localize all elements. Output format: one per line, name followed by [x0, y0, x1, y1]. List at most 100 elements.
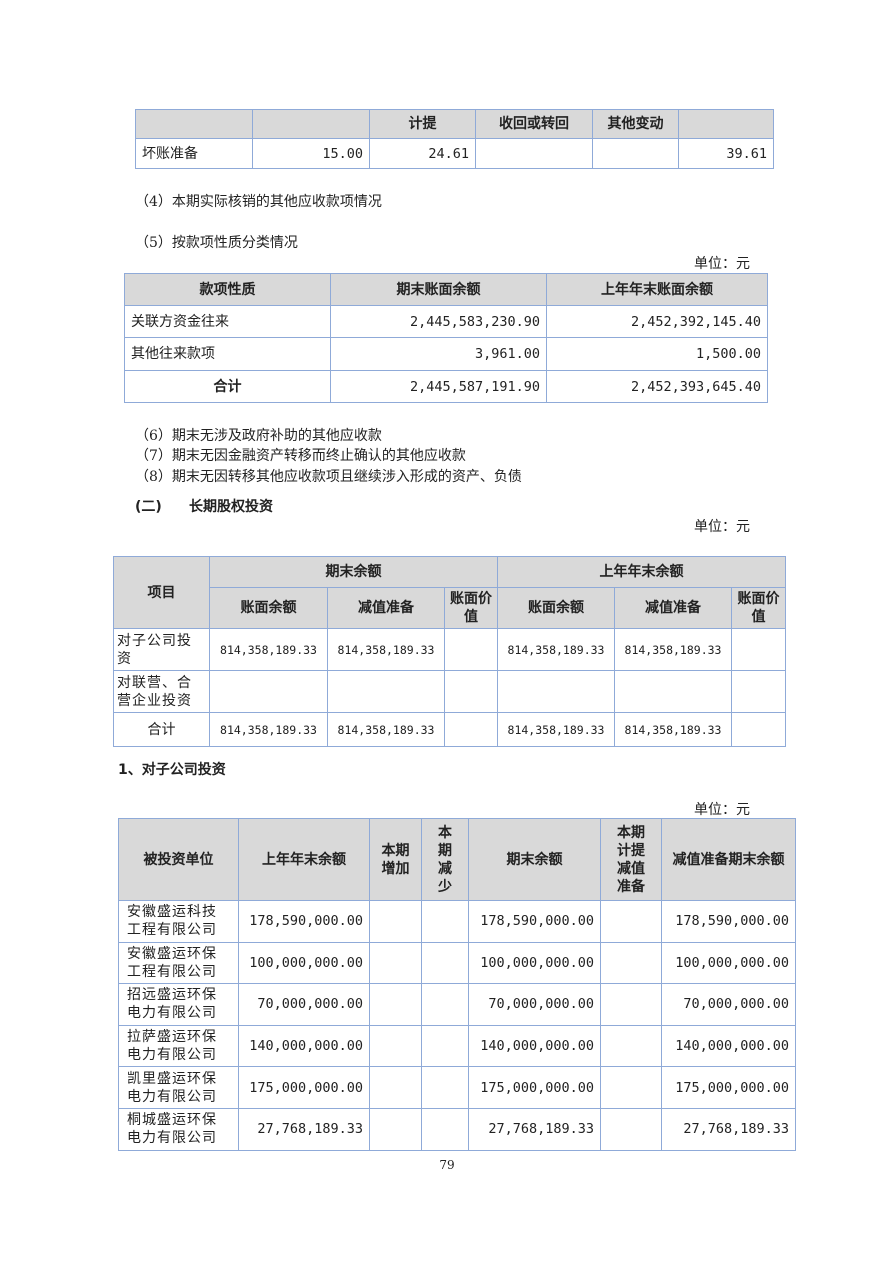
cell: 24.61	[369, 138, 476, 169]
cell	[369, 983, 422, 1026]
cell: 合计	[113, 712, 210, 747]
header-cell: 款项性质	[124, 273, 331, 306]
cell	[730, 628, 787, 671]
cell	[369, 1066, 422, 1109]
cell	[369, 941, 422, 985]
cell: 拉萨盛运环保电力有限公司	[118, 1024, 239, 1068]
table-row: 凯里盛运环保电力有限公司 175,000,000.00 175,000,000.00…	[118, 1066, 796, 1109]
cell: 70,000,000.00	[468, 983, 601, 1026]
cell: 2,445,583,230.90	[330, 305, 547, 338]
unit-label: 单位：元	[694, 519, 750, 535]
cell: 27,768,189.33	[238, 1107, 370, 1151]
header-cell: 本期减少	[421, 818, 469, 901]
section-title: 1、对子公司投资	[118, 762, 226, 778]
cell: 招远盛运环保电力有限公司	[118, 983, 239, 1026]
section-title: 长期股权投资	[189, 499, 273, 515]
section-heading: （4）本期实际核销的其他应收款项情况	[135, 194, 382, 210]
cell: 140,000,000.00	[468, 1024, 601, 1068]
cell: 814,358,189.33	[497, 628, 615, 671]
cell: 814,358,189.33	[614, 628, 732, 671]
cell: 2,452,393,645.40	[546, 370, 768, 403]
section-heading: （5）按款项性质分类情况	[135, 235, 298, 251]
header-cell: 其他变动	[592, 109, 679, 139]
header-cell	[252, 109, 370, 139]
cell	[369, 1107, 422, 1151]
cell: 39.61	[678, 138, 774, 169]
cell: 178,590,000.00	[661, 900, 796, 943]
table-row: 对子公司投资 814,358,189.33 814,358,189.33 814…	[113, 628, 787, 671]
header-cell: 期末余额	[209, 556, 498, 588]
header-cell: 减值准备	[614, 587, 732, 629]
cell: 175,000,000.00	[661, 1066, 796, 1109]
header-cell: 上年年末余额	[496, 556, 787, 588]
header-cell: 计提	[369, 109, 476, 139]
cell: 814,358,189.33	[614, 712, 732, 747]
table-row: 对联营、合营企业投资	[113, 670, 787, 713]
cell: 其他往来款项	[124, 337, 331, 371]
cell: 15.00	[252, 138, 370, 169]
cell: 桐城盛运环保电力有限公司	[118, 1107, 239, 1151]
table-row: 安徽盛运科技工程有限公司 178,590,000.00 178,590,000.00…	[118, 900, 796, 943]
cell: 安徽盛运环保工程有限公司	[118, 941, 239, 985]
cell: 175,000,000.00	[238, 1066, 370, 1109]
table-row: 安徽盛运环保工程有限公司 100,000,000.00 100,000,000.00…	[118, 941, 796, 985]
header-cell: 本期增加	[369, 818, 422, 901]
header-cell: 期末账面余额	[330, 273, 547, 306]
cell	[421, 1066, 469, 1109]
header-cell: 账面价值	[444, 587, 498, 629]
header-cell: 本期计提减值准备	[600, 818, 662, 901]
table-row: 坏账准备 15.00 24.61 39.61	[135, 138, 774, 169]
header-cell: 账面余额	[209, 587, 328, 629]
cell: 178,590,000.00	[238, 900, 370, 943]
cell: 140,000,000.00	[238, 1024, 370, 1068]
cell: 2,445,587,191.90	[330, 370, 547, 403]
long-term-investment-table: 项目 期末余额 上年年末余额 账面余额 减值准备 账面价值 账面余额 减值准备 …	[113, 556, 787, 747]
cell	[730, 712, 787, 747]
cell: 140,000,000.00	[661, 1024, 796, 1068]
cell	[369, 900, 422, 943]
cell	[600, 900, 662, 943]
header-cell: 收回或转回	[475, 109, 593, 139]
header-cell: 上年年末账面余额	[546, 273, 768, 306]
table-row: 招远盛运环保电力有限公司 70,000,000.00 70,000,000.00 70…	[118, 983, 796, 1026]
cell	[209, 670, 328, 713]
header-cell: 项目	[113, 556, 210, 629]
section-number: (二)	[135, 499, 162, 515]
header-cell	[678, 109, 774, 139]
cell	[600, 983, 662, 1026]
cell: 关联方资金往来	[124, 305, 331, 338]
cell: 坏账准备	[135, 138, 253, 169]
table-row: 桐城盛运环保电力有限公司 27,768,189.33 27,768,189.33 27…	[118, 1107, 796, 1151]
table-row: 其他往来款项 3,961.00 1,500.00	[124, 337, 768, 371]
cell: 178,590,000.00	[468, 900, 601, 943]
cell	[600, 1066, 662, 1109]
cell	[600, 1107, 662, 1151]
cell	[421, 1024, 469, 1068]
header-cell	[135, 109, 253, 139]
unit-label: 单位：元	[694, 802, 750, 818]
cell	[421, 941, 469, 985]
cell: 合计	[124, 370, 331, 403]
table-row: 拉萨盛运环保电力有限公司 140,000,000.00 140,000,000.00…	[118, 1024, 796, 1068]
header-cell: 期末余额	[468, 818, 601, 901]
cell: 814,358,189.33	[209, 712, 328, 747]
cell: 1,500.00	[546, 337, 768, 371]
cell	[421, 983, 469, 1026]
cell	[421, 900, 469, 943]
header-cell: 减值准备期末余额	[661, 818, 796, 901]
cell: 814,358,189.33	[327, 712, 445, 747]
nature-table: 款项性质 期末账面余额 上年年末账面余额 关联方资金往来 2,445,583,2…	[124, 273, 768, 403]
header-cell: 上年年末余额	[238, 818, 370, 901]
cell	[369, 1024, 422, 1068]
cell: 安徽盛运科技工程有限公司	[118, 900, 239, 943]
unit-label: 单位：元	[694, 256, 750, 272]
total-row: 合计 2,445,587,191.90 2,452,393,645.40	[124, 370, 768, 403]
cell: 70,000,000.00	[661, 983, 796, 1026]
subsidiary-investment-table: 被投资单位 上年年末余额 本期增加 本期减少 期末余额 本期计提减值准备 减值准…	[118, 818, 796, 1151]
cell	[475, 138, 593, 169]
cell: 对子公司投资	[113, 628, 210, 671]
bad-debt-table: 计提 收回或转回 其他变动 坏账准备 15.00 24.61 39.61	[135, 109, 774, 169]
cell	[444, 712, 498, 747]
table-row: 关联方资金往来 2,445,583,230.90 2,452,392,145.4…	[124, 305, 768, 338]
